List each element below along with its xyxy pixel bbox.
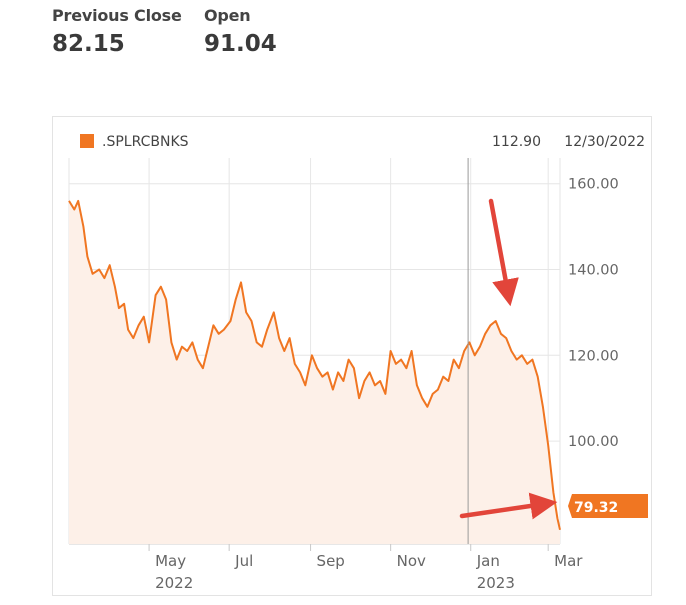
y-tick-label: 100.00: [568, 434, 619, 450]
y-axis-ticks: 160.00 140.00 120.00 100.00: [568, 177, 619, 450]
x-tick-label: May: [155, 552, 186, 570]
x-tick-label: Nov: [397, 552, 426, 570]
last-price-tag: 79.32: [568, 494, 648, 518]
last-price-tag-bg: [568, 494, 648, 518]
previous-close-value: 82.15: [52, 31, 125, 57]
legend-swatch: [80, 134, 94, 148]
hover-date: 12/30/2022: [564, 134, 645, 150]
previous-close-label: Previous Close: [52, 6, 182, 25]
x-axis-ticks: May 2022 Jul Sep Nov Jan 2023 Mar: [148, 544, 583, 592]
y-tick-label: 120.00: [568, 348, 619, 364]
open-stat: Open 91.04: [204, 6, 277, 57]
y-tick-label: 140.00: [568, 263, 619, 279]
hover-value: 112.90: [492, 134, 541, 150]
legend-series-name: .SPLRCBNKS: [102, 134, 189, 150]
previous-close-stat: Previous Close 82.15: [52, 6, 182, 57]
series-line: [68, 199, 561, 531]
open-value: 91.04: [204, 31, 277, 57]
x-tick-label: Mar: [554, 552, 583, 570]
open-label: Open: [204, 6, 251, 25]
arrow-drop-icon: [459, 492, 558, 520]
legend[interactable]: .SPLRCBNKS: [80, 134, 189, 150]
x-tick-label: Jan: [476, 552, 500, 570]
series-area: [69, 200, 560, 544]
x-tick-label: Sep: [317, 552, 345, 570]
x-tick-label: Jul: [234, 552, 253, 570]
y-tick-label: 160.00: [568, 177, 619, 193]
last-price-value: 79.32: [574, 500, 618, 516]
arrow-peak-icon: [488, 198, 519, 307]
annotation-arrows: [459, 198, 558, 520]
x-tick-year-label: 2022: [155, 574, 193, 592]
x-tick-year-label: 2023: [477, 574, 515, 592]
quote-stats: Previous Close 82.15 Open 91.04: [52, 6, 277, 57]
price-chart[interactable]: 160.00 140.00 120.00 100.00 May 2022 Jul Sep No…: [52, 116, 652, 596]
